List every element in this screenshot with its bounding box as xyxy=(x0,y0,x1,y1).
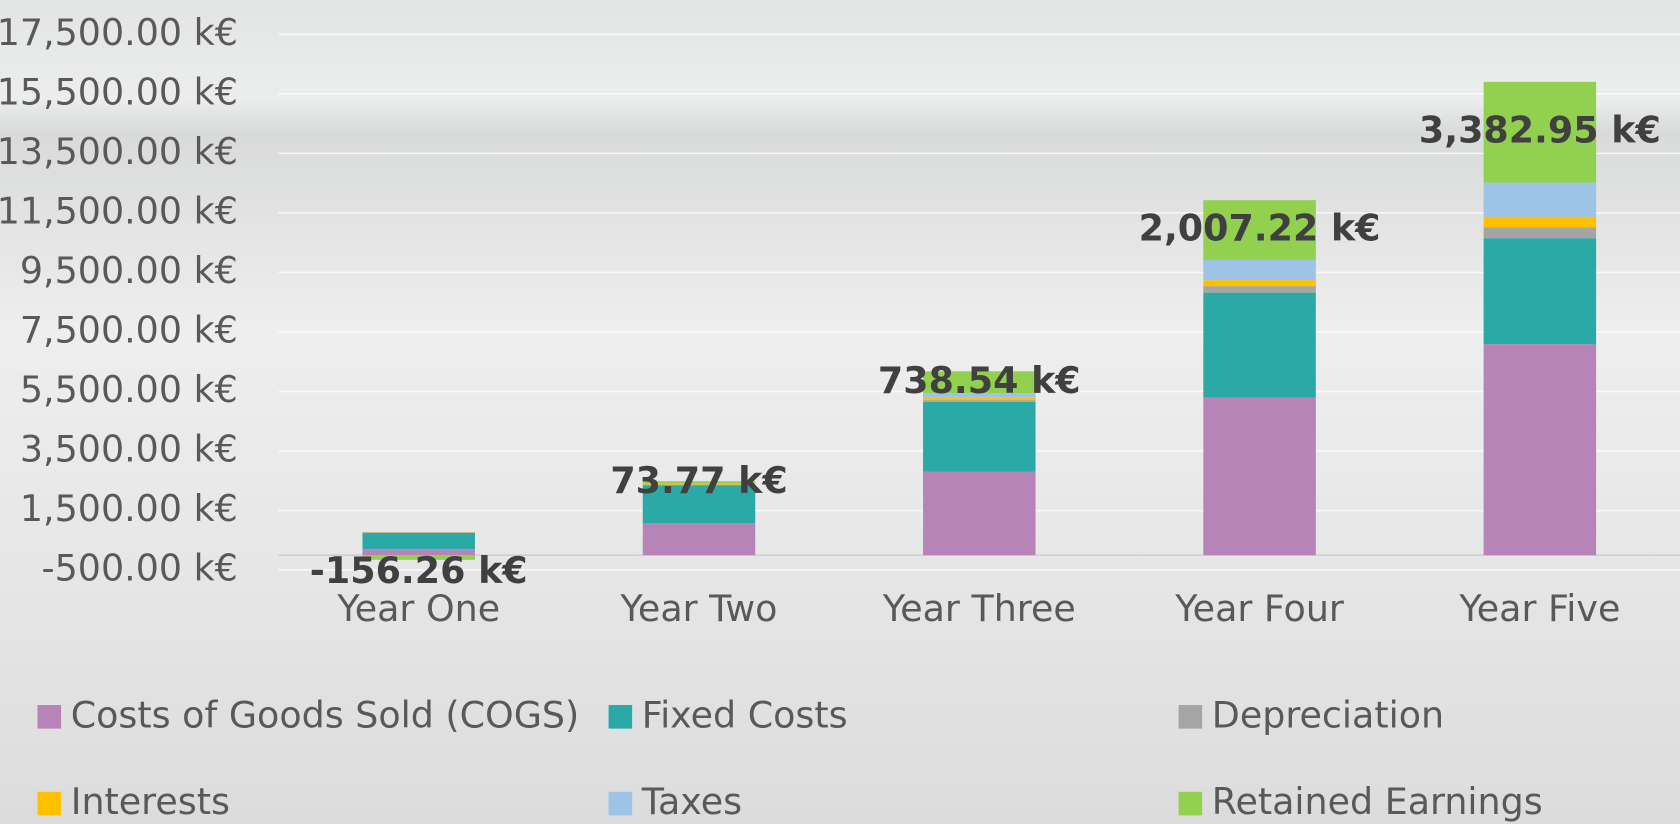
y-tick-label: 9,500.00 k€ xyxy=(20,249,238,292)
data-label: 2,007.22 k€ xyxy=(1139,207,1381,250)
bar-segment xyxy=(1203,286,1316,293)
bar-segment xyxy=(642,523,756,556)
x-tick-label: Year Five xyxy=(1458,587,1620,630)
bar-segment xyxy=(362,549,475,556)
bar-segment xyxy=(1203,280,1316,287)
legend-swatch xyxy=(608,791,633,816)
bar-segment xyxy=(1483,227,1597,239)
x-tick-label: Year Four xyxy=(1174,587,1344,630)
legend-label: Depreciation xyxy=(1212,693,1444,736)
legend-label: Costs of Goods Sold (COGS) xyxy=(71,693,580,736)
data-label: 3,382.95 k€ xyxy=(1419,109,1661,152)
bar-segment xyxy=(1483,182,1597,217)
legend-swatch xyxy=(37,791,62,816)
bar-segment xyxy=(1203,259,1316,281)
y-tick-label: 7,500.00 k€ xyxy=(20,308,238,351)
bar-segment xyxy=(642,484,756,486)
y-tick-label: 3,500.00 k€ xyxy=(20,427,238,470)
bar-segment xyxy=(923,471,1036,556)
x-tick-label: Year Three xyxy=(882,587,1076,630)
bar-segment xyxy=(642,483,756,485)
y-tick-label: -500.00 k€ xyxy=(42,547,238,590)
bar-segment xyxy=(1483,344,1597,556)
bar-segment xyxy=(1483,81,1597,183)
data-label: 73.77 k€ xyxy=(610,459,787,502)
y-tick-label: 13,500.00 k€ xyxy=(0,130,238,173)
bar-segment xyxy=(1483,216,1597,228)
bar-segment xyxy=(923,393,1036,398)
bar-segment xyxy=(1483,238,1597,345)
y-tick-label: 15,500.00 k€ xyxy=(0,70,238,113)
y-tick-label: 11,500.00 k€ xyxy=(0,189,238,232)
y-tick-label: 5,500.00 k€ xyxy=(20,368,238,411)
bar-segment xyxy=(1203,200,1316,260)
x-tick-label: Year Two xyxy=(620,587,778,630)
legend-swatch xyxy=(608,705,633,729)
y-tick-label: 1,500.00 k€ xyxy=(20,487,238,530)
bar-segment xyxy=(362,532,475,550)
y-tick-label: 17,500.00 k€ xyxy=(0,11,238,54)
data-label: 738.54 k€ xyxy=(878,359,1081,402)
bar-segment xyxy=(923,400,1036,402)
bar-segment xyxy=(923,401,1036,472)
legend-label: Taxes xyxy=(641,780,742,823)
legend-swatch xyxy=(37,705,62,729)
legend-swatch xyxy=(1178,705,1203,729)
bar-segment xyxy=(642,484,756,485)
bar-segment xyxy=(362,532,475,533)
bar-segment xyxy=(642,485,756,524)
legend-swatch xyxy=(1178,791,1203,816)
bar-segment xyxy=(1203,292,1316,398)
legend-label: Interests xyxy=(71,780,230,823)
legend-label: Retained Earnings xyxy=(1212,780,1543,823)
data-label: -156.26 k€ xyxy=(310,549,528,592)
x-tick-label: Year One xyxy=(336,587,500,630)
bar-segment xyxy=(362,555,475,560)
bar-segment xyxy=(1203,397,1316,556)
legend-label: Fixed Costs xyxy=(642,693,848,736)
bar-segment xyxy=(642,481,756,484)
bar-segment xyxy=(923,371,1036,394)
bar-segment xyxy=(923,397,1036,401)
